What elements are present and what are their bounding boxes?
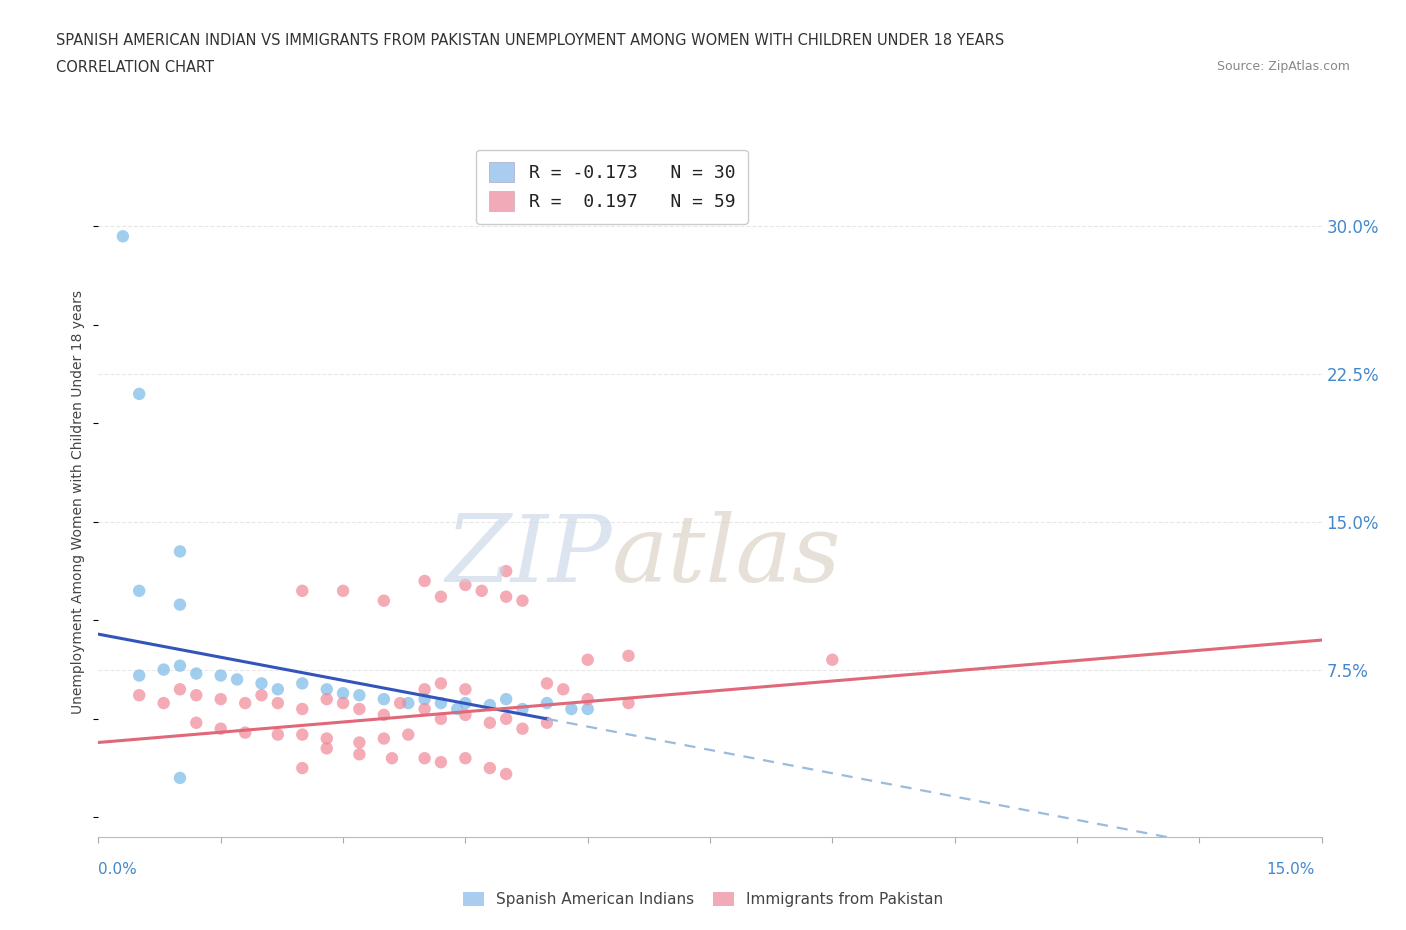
Point [512,593,534,608]
Point [454,682,477,697]
Point [349,688,371,703]
Point [430,676,453,691]
Point [536,715,558,730]
Point [332,696,354,711]
Point [576,652,599,667]
Point [315,692,337,707]
Point [430,590,453,604]
Point [186,715,208,730]
Point [349,747,371,762]
Point [478,698,501,712]
Point [454,751,477,765]
Point [495,564,517,578]
Point [169,682,191,697]
Point [349,701,371,716]
Point [413,701,436,716]
Text: Source: ZipAtlas.com: Source: ZipAtlas.com [1216,60,1350,73]
Point [332,685,354,700]
Point [396,696,419,711]
Text: ZIP: ZIP [446,511,612,601]
Text: 0.0%: 0.0% [98,862,138,877]
Point [413,682,436,697]
Point [373,731,395,746]
Point [128,387,150,402]
Legend: R = -0.173   N = 30, R =  0.197   N = 59: R = -0.173 N = 30, R = 0.197 N = 59 [477,150,748,224]
Point [152,696,174,711]
Point [536,676,558,691]
Text: CORRELATION CHART: CORRELATION CHART [56,60,214,75]
Point [495,692,517,707]
Point [413,574,436,589]
Point [446,701,468,716]
Text: 15.0%: 15.0% [1267,862,1315,877]
Point [430,696,453,711]
Point [332,583,354,598]
Point [250,676,273,691]
Point [373,708,395,723]
Point [186,666,208,681]
Point [315,731,337,746]
Point [413,692,436,707]
Point [291,701,314,716]
Point [349,735,371,750]
Point [576,701,599,716]
Point [169,597,191,612]
Point [209,692,232,707]
Point [512,701,534,716]
Point [267,696,290,711]
Point [291,727,314,742]
Point [454,708,477,723]
Point [430,755,453,770]
Point [560,701,582,716]
Legend: Spanish American Indians, Immigrants from Pakistan: Spanish American Indians, Immigrants fro… [457,885,949,913]
Point [186,688,208,703]
Point [315,682,337,697]
Point [226,672,249,687]
Point [512,722,534,737]
Point [821,652,844,667]
Point [291,583,314,598]
Point [111,229,134,244]
Point [495,711,517,726]
Point [617,696,640,711]
Point [495,766,517,781]
Point [128,583,150,598]
Point [233,725,256,740]
Text: SPANISH AMERICAN INDIAN VS IMMIGRANTS FROM PAKISTAN UNEMPLOYMENT AMONG WOMEN WIT: SPANISH AMERICAN INDIAN VS IMMIGRANTS FR… [56,33,1004,47]
Point [396,727,419,742]
Point [454,578,477,592]
Point [495,590,517,604]
Point [209,668,232,683]
Point [233,696,256,711]
Point [169,770,191,785]
Y-axis label: Unemployment Among Women with Children Under 18 years: Unemployment Among Women with Children U… [72,290,86,714]
Point [152,662,174,677]
Text: atlas: atlas [612,511,842,601]
Point [267,727,290,742]
Point [169,658,191,673]
Point [267,682,290,697]
Point [373,692,395,707]
Point [381,751,404,765]
Point [413,751,436,765]
Point [250,688,273,703]
Point [389,696,412,711]
Point [169,544,191,559]
Point [128,688,150,703]
Point [454,696,477,711]
Point [430,711,453,726]
Point [315,741,337,756]
Point [536,696,558,711]
Point [373,593,395,608]
Point [553,682,575,697]
Point [209,722,232,737]
Point [478,715,501,730]
Point [291,676,314,691]
Point [478,761,501,776]
Point [291,761,314,776]
Point [128,668,150,683]
Point [576,692,599,707]
Point [471,583,494,598]
Point [617,648,640,663]
